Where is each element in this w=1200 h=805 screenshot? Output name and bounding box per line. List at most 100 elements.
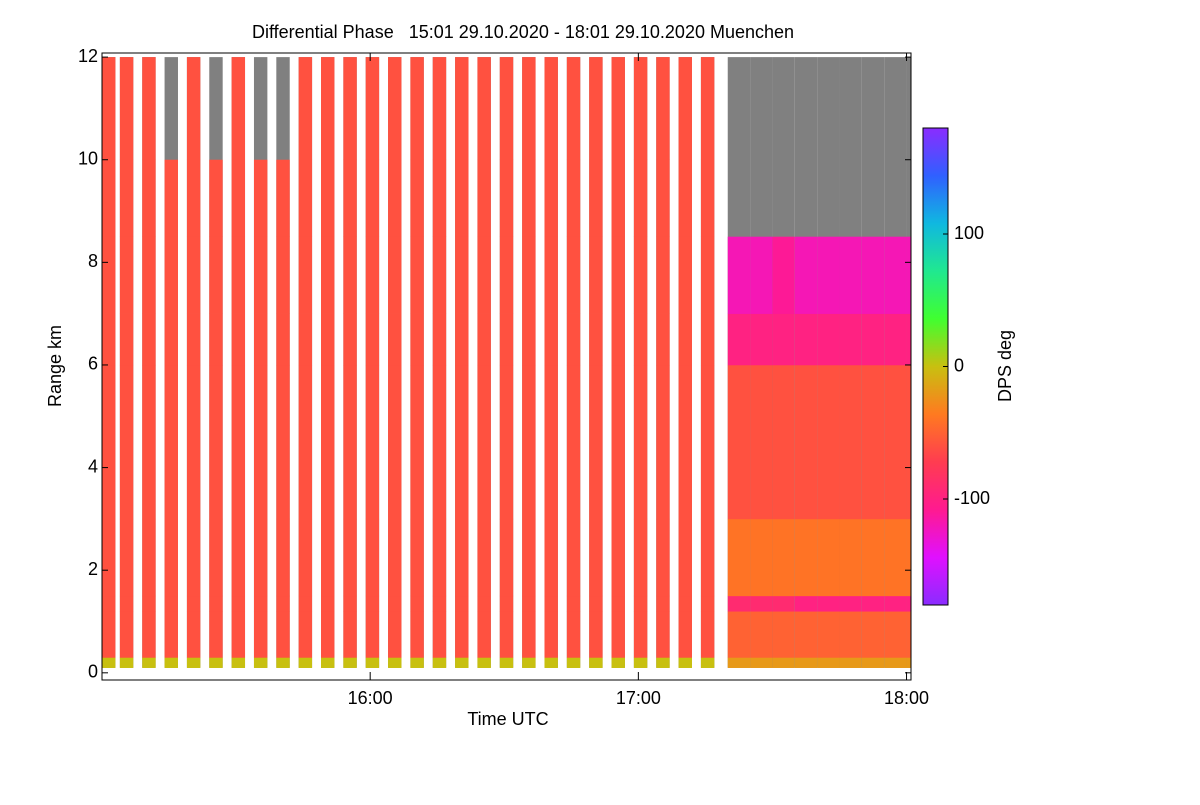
heatmap-cell	[611, 236, 625, 314]
heatmap-cell	[772, 364, 795, 520]
heatmap-cell	[365, 364, 380, 520]
heatmap-cell	[321, 236, 335, 314]
heatmap-cell	[700, 595, 715, 612]
heatmap-cell	[611, 595, 625, 612]
heatmap-cell	[343, 595, 357, 612]
heatmap-cell	[455, 611, 469, 658]
heatmap-cell	[253, 313, 268, 366]
heatmap-cell	[633, 657, 648, 668]
heatmap-cell	[410, 518, 424, 597]
heatmap-cell	[231, 595, 246, 612]
heatmap-cell	[656, 657, 670, 668]
heatmap-cell	[794, 313, 818, 366]
heatmap-cell	[611, 57, 625, 161]
heatmap-cell	[298, 313, 313, 366]
heatmap-cell	[365, 313, 380, 366]
heatmap-cell	[164, 313, 178, 366]
heatmap-cell	[142, 313, 156, 366]
heatmap-cell	[522, 236, 536, 314]
heatmap-cell	[700, 313, 715, 366]
heatmap-cell	[209, 236, 223, 314]
heatmap-cell	[298, 159, 313, 237]
heatmap-cell	[455, 236, 469, 314]
heatmap-cell	[906, 364, 911, 520]
heatmap-cell	[544, 313, 558, 366]
heatmap-cell	[102, 313, 116, 366]
heatmap-cell	[499, 236, 514, 314]
heatmap-cell	[861, 518, 885, 597]
heatmap-cell	[164, 518, 178, 597]
heatmap-cell	[343, 611, 357, 658]
heatmap-cell	[209, 313, 223, 366]
heatmap-cell	[772, 595, 795, 612]
heatmap-cell	[253, 364, 268, 520]
heatmap-cell	[839, 595, 862, 612]
heatmap-cell	[365, 595, 380, 612]
heatmap-cell	[432, 518, 447, 597]
heatmap-cell	[750, 236, 773, 314]
heatmap-cell	[656, 57, 670, 161]
heatmap-cell	[388, 57, 402, 161]
heatmap-cell	[455, 159, 469, 237]
heatmap-cell	[321, 595, 335, 612]
heatmap-cell	[102, 518, 116, 597]
heatmap-cell	[700, 611, 715, 658]
heatmap-cell	[906, 518, 911, 597]
heatmap-cell	[611, 657, 625, 668]
heatmap-cell	[455, 518, 469, 597]
heatmap-cell	[817, 236, 840, 314]
heatmap-cell	[432, 595, 447, 612]
heatmap-cell	[633, 518, 648, 597]
heatmap-cell	[589, 236, 603, 314]
heatmap-cell	[656, 364, 670, 520]
heatmap-cell	[522, 57, 536, 161]
heatmap-cell	[566, 595, 581, 612]
heatmap-cell	[566, 57, 581, 161]
x-axis-label: Time UTC	[467, 709, 548, 729]
heatmap-cell	[231, 313, 246, 366]
heatmap-cell	[410, 657, 424, 668]
heatmap-cell	[566, 518, 581, 597]
heatmap-cell	[727, 595, 751, 612]
chart-title: Differential Phase 15:01 29.10.2020 - 18…	[252, 22, 794, 42]
heatmap-cell	[700, 236, 715, 314]
heatmap-cell	[700, 518, 715, 597]
heatmap-cell	[861, 657, 885, 668]
heatmap-cell	[253, 236, 268, 314]
heatmap-cell	[477, 657, 491, 668]
heatmap-cell	[794, 611, 818, 658]
heatmap-cell	[522, 518, 536, 597]
heatmap-cell	[365, 518, 380, 597]
heatmap-cell	[164, 364, 178, 520]
heatmap-cell	[186, 313, 201, 366]
heatmap-cell	[102, 57, 116, 161]
heatmap-cell	[839, 611, 862, 658]
heatmap-cell	[589, 313, 603, 366]
heatmap-cell	[611, 518, 625, 597]
heatmap-cell	[432, 657, 447, 668]
heatmap-cell	[499, 364, 514, 520]
heatmap-cell	[750, 595, 773, 612]
heatmap-cell	[186, 518, 201, 597]
heatmap-cell	[566, 364, 581, 520]
heatmap-cell	[861, 313, 885, 366]
heatmap-cell	[343, 364, 357, 520]
heatmap-cell	[119, 518, 134, 597]
heatmap-cell	[432, 159, 447, 237]
heatmap-cell	[499, 595, 514, 612]
heatmap-cell	[656, 611, 670, 658]
heatmap-cell	[589, 657, 603, 668]
heatmap-cell	[544, 595, 558, 612]
heatmap-cell	[772, 518, 795, 597]
heatmap-cell	[544, 236, 558, 314]
heatmap-cell	[678, 236, 692, 314]
heatmap-cell	[499, 611, 514, 658]
heatmap-cell	[678, 364, 692, 520]
colorbar-tick-label: 0	[954, 355, 964, 375]
heatmap-cell	[388, 518, 402, 597]
heatmap-cell	[119, 57, 134, 161]
heatmap-cell	[839, 518, 862, 597]
heatmap-cell	[388, 313, 402, 366]
heatmap-cell	[861, 611, 885, 658]
heatmap-cell	[432, 313, 447, 366]
